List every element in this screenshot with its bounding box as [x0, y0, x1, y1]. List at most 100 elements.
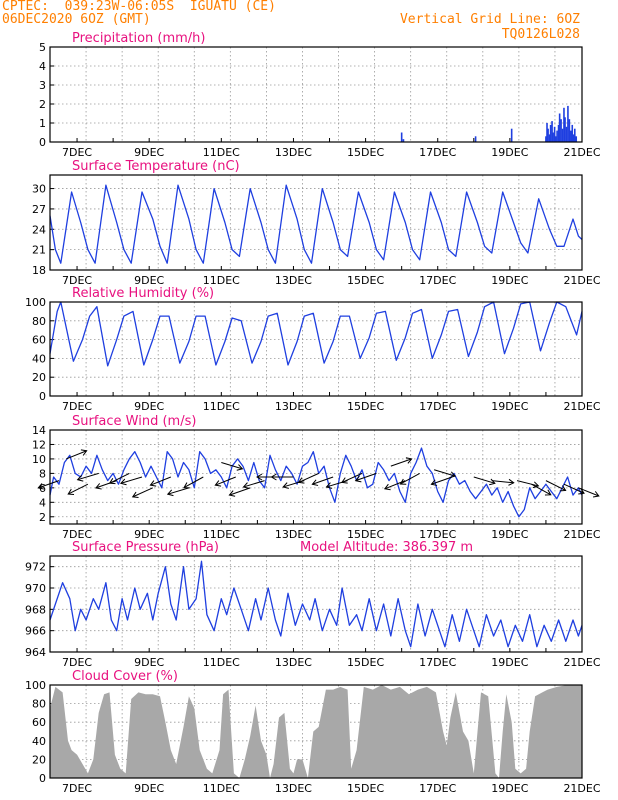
- x-tick-label: 19DEC: [491, 656, 528, 669]
- wind-arrow: [119, 476, 143, 486]
- precip-bar: [567, 105, 569, 142]
- precipitation-frame: [49, 46, 583, 143]
- wind-arrow-shaft: [120, 476, 143, 484]
- y-tick-label: 12: [32, 438, 46, 451]
- y-tick-label: 40: [32, 735, 46, 748]
- precip-bar: [549, 124, 552, 142]
- wind-arrow: [131, 487, 153, 499]
- precip-bar: [561, 128, 564, 142]
- wind-arrow: [383, 480, 406, 491]
- wind-arrow-shaft: [312, 476, 334, 485]
- wind-arrow-head: [149, 480, 157, 487]
- precipitation-panel: Precipitation (mm/h) 0 1 2 3 4 5 7DEC 9DEC 11DEC 1…: [39, 31, 601, 159]
- x-tick-label: 7DEC: [62, 656, 92, 669]
- pressure-frame: [49, 555, 583, 653]
- x-tick-label: 17DEC: [419, 782, 456, 795]
- wind-arrow-head: [67, 488, 75, 496]
- y-tick-label: 968: [25, 603, 46, 616]
- cloud-cover-title: Cloud Cover (%): [72, 669, 178, 684]
- wind-arrow-shaft: [77, 472, 99, 481]
- cloud-cover-panel: Cloud Cover (%) 0 20 40 60 80 100 7DEC 9DEC 11DEC…: [25, 669, 601, 795]
- precip-bar: [565, 126, 568, 142]
- y-tick-label: 10: [32, 453, 46, 466]
- x-tick-label: 9DEC: [134, 656, 164, 669]
- wind-arrow-head: [183, 482, 190, 489]
- x-tick-label: 7DEC: [62, 146, 92, 159]
- x-tick-label: 17DEC: [419, 400, 456, 413]
- wind-title: Surface Wind (m/s): [72, 414, 196, 429]
- wind-arrow: [531, 483, 552, 496]
- wind-arrow-head: [76, 475, 84, 482]
- temperature-title: Surface Temperature (nC): [72, 159, 240, 174]
- x-tick-label: 7DEC: [62, 400, 92, 413]
- wind-arrow-head: [325, 482, 333, 489]
- x-tick-label: 11DEC: [203, 656, 240, 669]
- wind-arrow-shaft: [132, 487, 153, 498]
- precip-bar: [548, 134, 551, 142]
- y-tick-label: 0: [39, 136, 46, 149]
- wind-arrow-shaft: [355, 472, 377, 482]
- wind-arrow: [341, 472, 363, 484]
- x-tick-label: 13DEC: [275, 274, 312, 287]
- y-tick-label: 80: [32, 315, 46, 328]
- wind-line: [49, 447, 583, 518]
- wind-arrow-head: [354, 475, 362, 483]
- wind-arrow-head: [270, 473, 277, 481]
- wind-arrow: [166, 487, 190, 497]
- x-tick-label: 11DEC: [203, 400, 240, 413]
- wind-arrow-shaft: [516, 480, 539, 487]
- y-tick-label: 1: [39, 117, 46, 130]
- x-tick-label: 17DEC: [419, 656, 456, 669]
- precip-bar: [554, 136, 557, 142]
- wind-arrow-head: [166, 489, 174, 497]
- wind-arrow: [270, 473, 294, 481]
- wind-arrow: [473, 476, 496, 486]
- wind-arrow: [108, 472, 130, 485]
- x-tick-label: 9DEC: [134, 400, 164, 413]
- wind-arrow-shaft: [431, 476, 453, 485]
- x-tick-label: 21DEC: [563, 274, 600, 287]
- pressure-title: Surface Pressure (hPa): [72, 540, 219, 555]
- wind-arrow: [297, 472, 319, 484]
- x-tick-label: 9DEC: [134, 146, 164, 159]
- y-tick-label: 100: [25, 679, 46, 692]
- precip-bar: [558, 113, 561, 142]
- pressure-annotation: Model Altitude: 386.397 m: [300, 540, 473, 555]
- y-tick-label: 0: [39, 772, 46, 785]
- precip-bar: [510, 128, 513, 142]
- wind-arrow: [76, 472, 99, 482]
- y-tick-label: 60: [32, 334, 46, 347]
- y-tick-label: 30: [32, 183, 46, 196]
- precip-bar: [568, 119, 571, 142]
- y-tick-label: 972: [25, 561, 46, 574]
- x-tick-label: 21DEC: [563, 656, 600, 669]
- wind-arrow-head: [297, 477, 305, 484]
- wind-arrow-shaft: [298, 472, 319, 483]
- y-tick-label: 27: [32, 203, 46, 216]
- wind-arrow-head: [236, 464, 244, 471]
- cloud-cover-frame: [49, 684, 583, 779]
- temperature-panel: Surface Temperature (nC) 18 21 24 27 30 7DEC 9D…: [32, 159, 601, 287]
- wind-arrow-shaft: [215, 476, 236, 486]
- wind-arrow-shaft: [531, 483, 552, 496]
- wind-arrow-shaft: [38, 480, 60, 489]
- x-tick-label: 13DEC: [275, 656, 312, 669]
- wind-arrow: [214, 476, 236, 487]
- y-tick-label: 8: [39, 467, 46, 480]
- wind-arrow-shaft: [545, 480, 566, 491]
- wind-arrow-shaft: [109, 472, 130, 484]
- y-tick-label: 20: [32, 753, 46, 766]
- wind-arrow: [516, 480, 540, 489]
- header-location: CPTEC: 039:23W-06:05S IGUATU (CE): [2, 0, 276, 14]
- precip-bar: [563, 107, 565, 142]
- precip-bar: [400, 132, 403, 142]
- x-tick-label: 9DEC: [134, 782, 164, 795]
- temperature-line: [49, 184, 583, 264]
- wind-arrow-head: [544, 489, 552, 496]
- wind-arrow: [390, 457, 413, 467]
- x-tick-label: 17DEC: [419, 146, 456, 159]
- x-tick-label: 11DEC: [203, 782, 240, 795]
- wind-arrow: [67, 483, 89, 496]
- precip-bar: [402, 139, 405, 142]
